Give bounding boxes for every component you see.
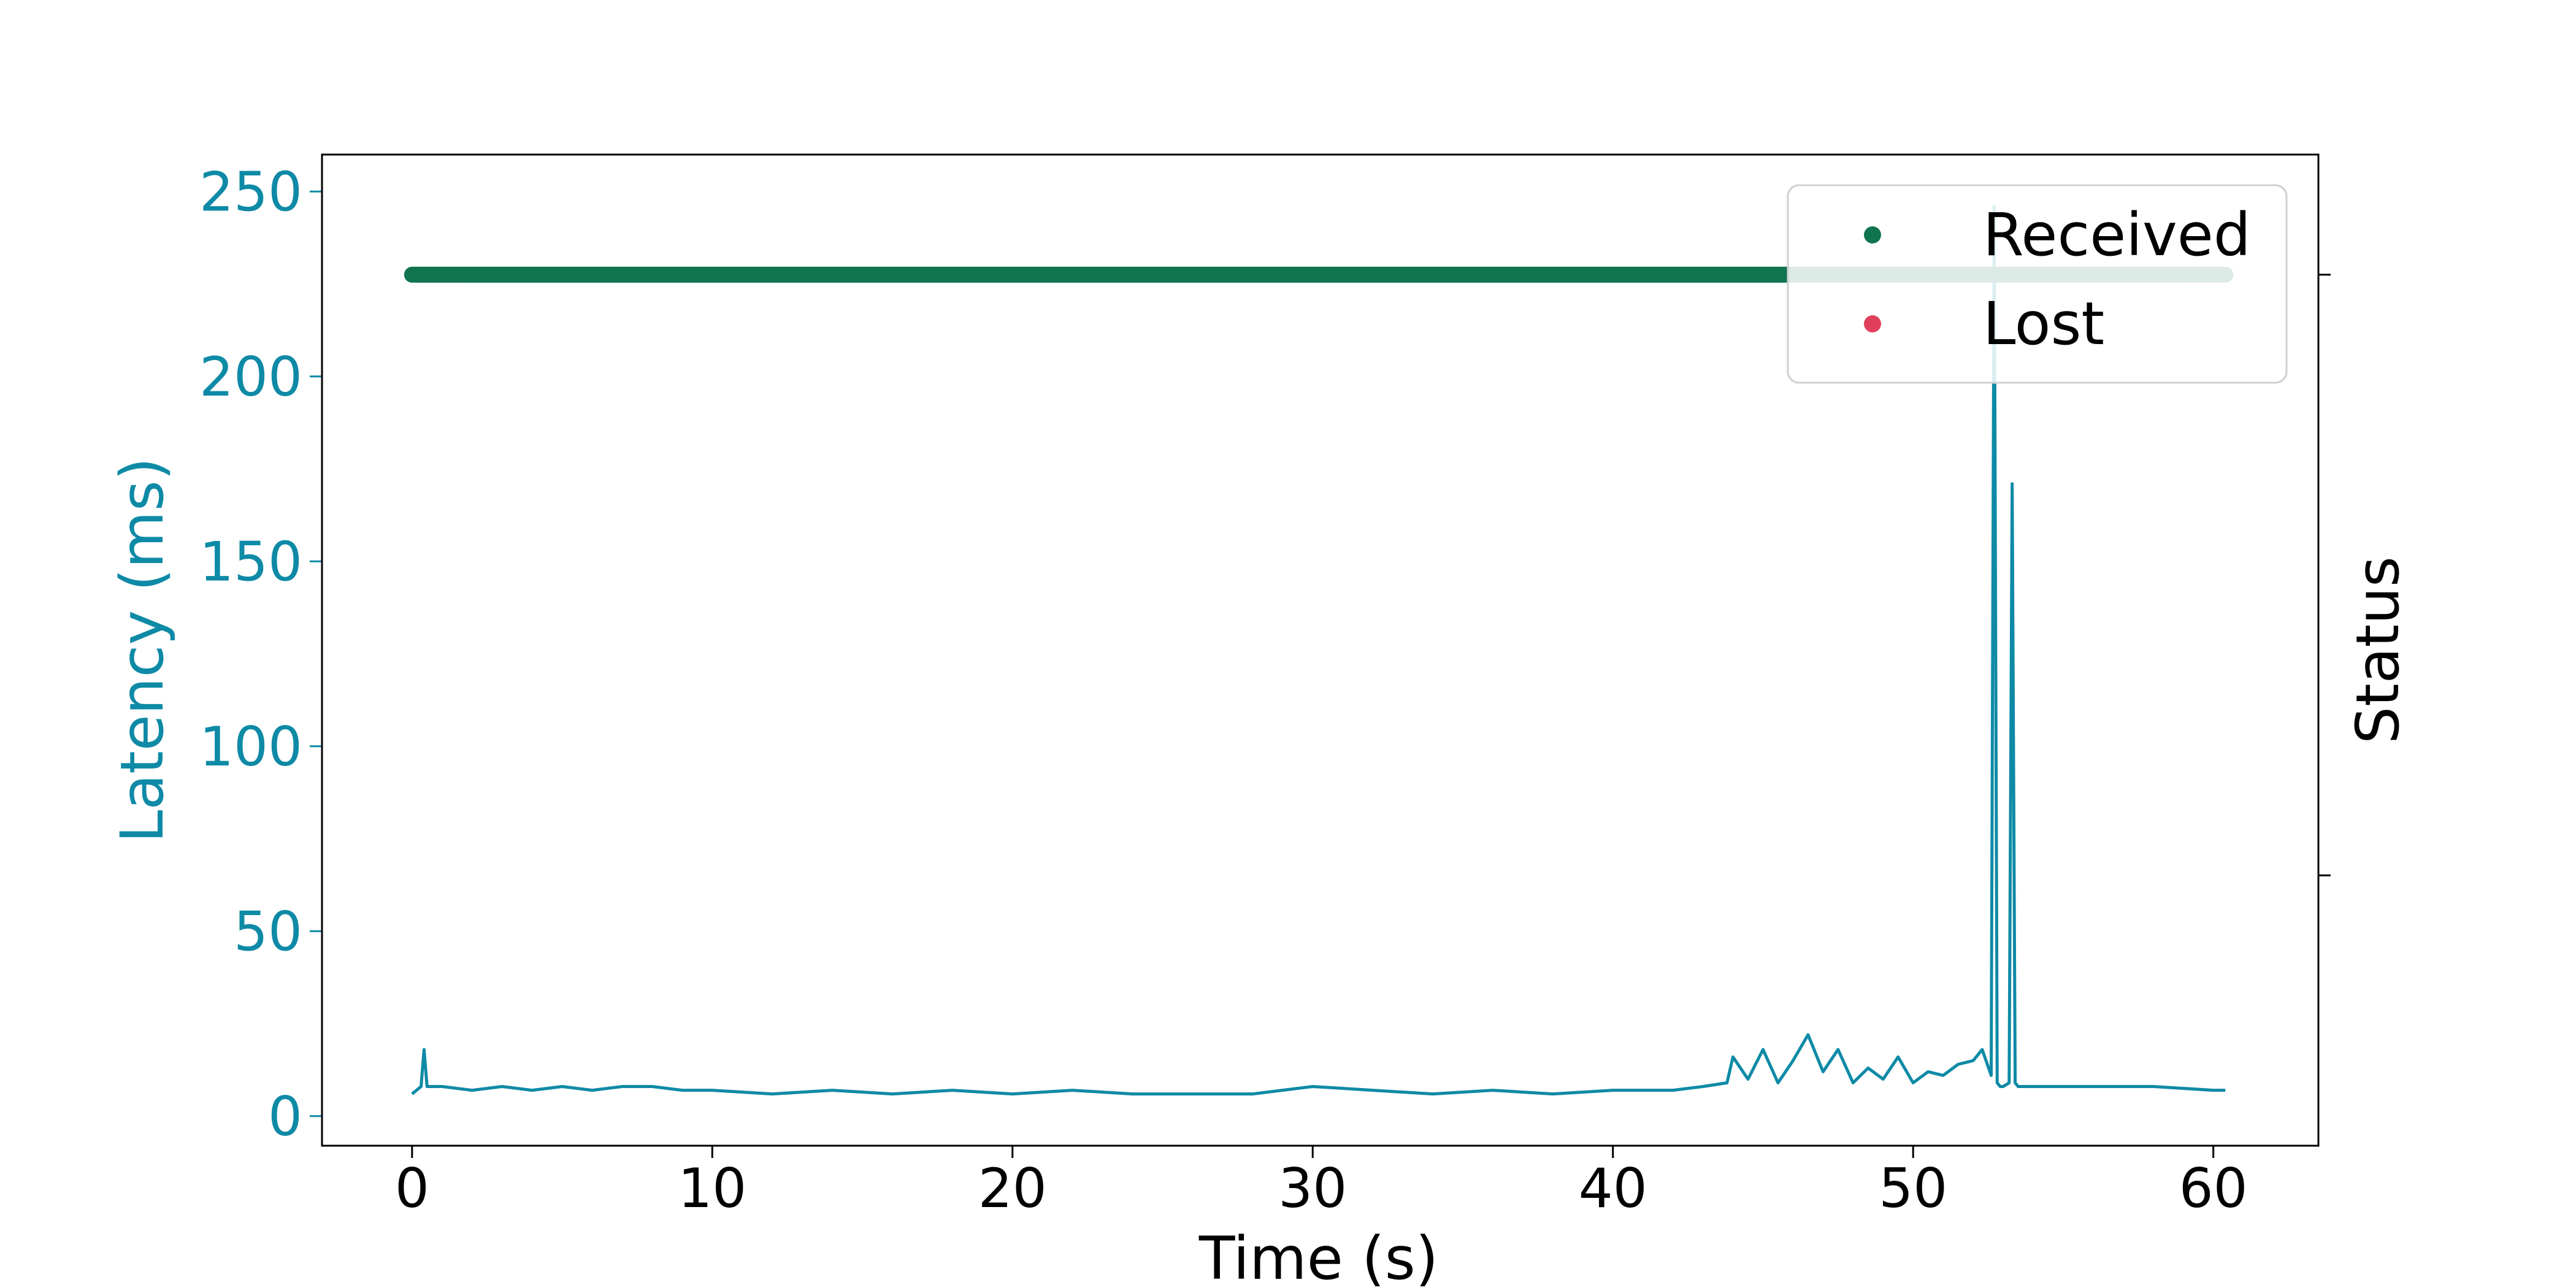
x-tick-label: 50	[1879, 1157, 1947, 1220]
x-tick-label: 10	[678, 1157, 746, 1220]
x-tick-label: 60	[2179, 1157, 2248, 1220]
y-tick-label: 0	[268, 1085, 302, 1148]
x-axis-title: Time (s)	[1198, 1224, 1438, 1288]
y-axis-right	[2318, 274, 2331, 876]
x-tick-label: 0	[395, 1157, 429, 1220]
x-axis: 0 10 20 30 40 50 60	[395, 1146, 2248, 1220]
latency-line	[411, 204, 2226, 1096]
y-tick-label: 50	[234, 900, 302, 963]
y2-axis-title: Status	[2344, 556, 2412, 744]
x-tick-label: 40	[1579, 1157, 1647, 1220]
legend-marker-received	[1864, 226, 1881, 243]
plot-frame	[321, 153, 2320, 1147]
legend-label-received: Received	[1983, 201, 2251, 269]
y-axis-title: Latency (ms)	[108, 458, 177, 843]
y-axis-left: 0 50 100 150 200 250	[199, 160, 322, 1148]
y-tick-label: 100	[199, 715, 302, 778]
y-tick-label: 200	[199, 345, 302, 408]
legend-box	[1787, 184, 2288, 384]
x-tick-label: 20	[978, 1157, 1047, 1220]
legend: Received Lost	[1787, 184, 2288, 384]
legend-label-lost: Lost	[1983, 289, 2104, 358]
x-tick-label: 30	[1278, 1157, 1347, 1220]
legend-marker-lost	[1864, 315, 1881, 332]
y-tick-label: 150	[199, 530, 302, 593]
y-tick-label: 250	[199, 160, 302, 223]
